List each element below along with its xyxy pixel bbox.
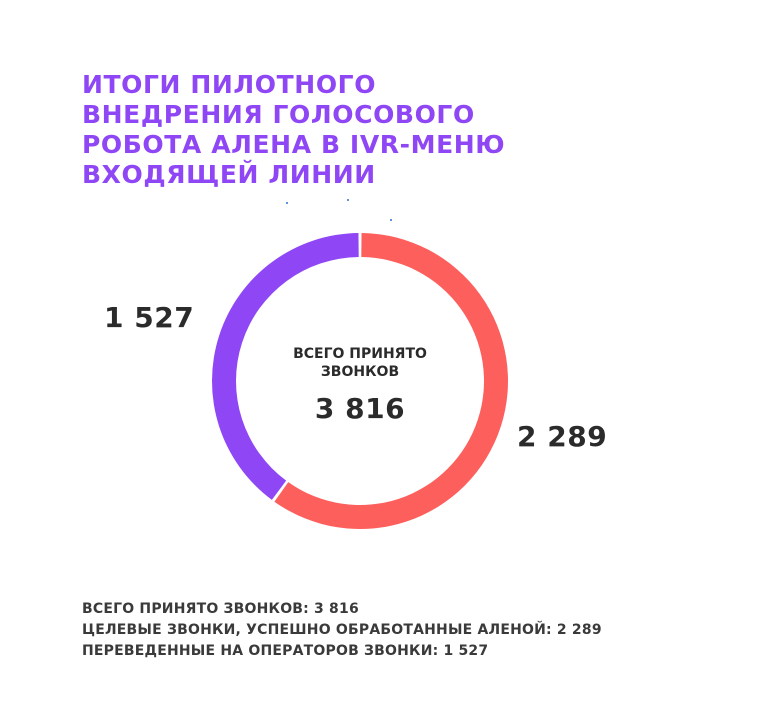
title-line: ВХОДЯЩЕЙ ЛИНИИ — [82, 160, 376, 189]
decorative-dot — [347, 199, 349, 201]
summary-line-transferred: ПЕРЕВЕДЕННЫЕ НА ОПЕРАТОРОВ ЗВОНКИ: 1 527 — [82, 643, 489, 659]
title-line: РОБОТА АЛЕНА В IVR-МЕНЮ — [82, 130, 506, 159]
chart-title: ИТОГИ ПИЛОТНОГО ВНЕДРЕНИЯ ГОЛОСОВОГО РОБ… — [82, 70, 642, 190]
donut-center-caption: ВСЕГО ПРИНЯТО ЗВОНКОВ — [262, 345, 458, 381]
center-caption-line: ЗВОНКОВ — [320, 364, 400, 380]
decorative-dot — [390, 219, 392, 221]
summary-block: ВСЕГО ПРИНЯТО ЗВОНКОВ: 3 816 ЦЕЛЕВЫЕ ЗВО… — [82, 599, 602, 662]
donut-slice-transferred — [211, 233, 359, 500]
title-line: ИТОГИ ПИЛОТНОГО — [82, 70, 377, 99]
donut-slice-targeted — [274, 233, 508, 529]
slice-value-label-transferred: 1 527 — [104, 301, 195, 334]
title-line: ВНЕДРЕНИЯ ГОЛОСОВОГО — [82, 100, 475, 129]
decorative-dot — [286, 202, 288, 204]
donut-center-total: 3 816 — [314, 392, 406, 425]
summary-line-targeted: ЦЕЛЕВЫЕ ЗВОНКИ, УСПЕШНО ОБРАБОТАННЫЕ АЛЕ… — [82, 622, 602, 638]
slice-value-label-targeted: 2 289 — [517, 420, 608, 453]
summary-line-total: ВСЕГО ПРИНЯТО ЗВОНКОВ: 3 816 — [82, 601, 359, 617]
center-caption-line: ВСЕГО ПРИНЯТО — [293, 346, 427, 362]
